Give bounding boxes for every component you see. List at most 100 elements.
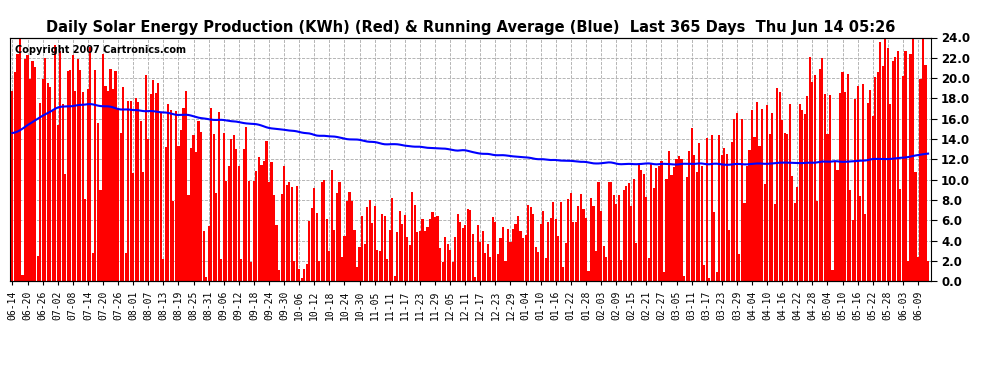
Bar bbox=[905, 51, 907, 281]
Bar bbox=[44, 58, 47, 281]
Bar bbox=[92, 253, 94, 281]
Bar bbox=[915, 172, 917, 281]
Bar bbox=[329, 252, 331, 281]
Bar bbox=[285, 185, 288, 281]
Bar bbox=[159, 113, 162, 281]
Bar bbox=[763, 184, 765, 281]
Bar bbox=[869, 90, 871, 281]
Bar bbox=[346, 201, 348, 281]
Bar bbox=[190, 148, 192, 281]
Bar bbox=[575, 222, 577, 281]
Bar bbox=[572, 222, 574, 281]
Bar bbox=[442, 262, 444, 281]
Bar bbox=[522, 238, 524, 281]
Bar bbox=[657, 166, 660, 281]
Bar bbox=[680, 159, 683, 281]
Bar bbox=[494, 222, 496, 281]
Bar bbox=[708, 278, 710, 281]
Bar bbox=[246, 127, 248, 281]
Bar bbox=[164, 147, 167, 281]
Bar bbox=[625, 186, 628, 281]
Bar bbox=[456, 214, 458, 281]
Bar bbox=[306, 264, 308, 281]
Bar bbox=[61, 104, 63, 281]
Bar bbox=[532, 214, 535, 281]
Bar bbox=[459, 222, 461, 281]
Bar bbox=[396, 232, 398, 281]
Bar bbox=[530, 207, 532, 281]
Bar bbox=[172, 201, 174, 281]
Bar bbox=[17, 54, 19, 281]
Bar bbox=[507, 229, 509, 281]
Bar bbox=[278, 270, 280, 281]
Bar bbox=[466, 209, 469, 281]
Bar bbox=[554, 219, 556, 281]
Bar bbox=[471, 234, 474, 281]
Bar bbox=[283, 166, 285, 281]
Bar bbox=[34, 67, 36, 281]
Bar bbox=[683, 276, 685, 281]
Bar bbox=[102, 54, 104, 281]
Bar bbox=[152, 80, 154, 281]
Bar bbox=[192, 135, 195, 281]
Bar bbox=[540, 224, 542, 281]
Bar bbox=[631, 206, 633, 281]
Bar bbox=[298, 269, 300, 281]
Bar bbox=[391, 198, 393, 281]
Bar bbox=[489, 257, 491, 281]
Bar bbox=[138, 102, 140, 281]
Title: Daily Solar Energy Production (KWh) (Red) & Running Average (Blue)  Last 365 Day: Daily Solar Energy Production (KWh) (Red… bbox=[46, 20, 895, 35]
Bar bbox=[484, 253, 486, 281]
Bar bbox=[706, 138, 708, 281]
Bar bbox=[832, 270, 834, 281]
Bar bbox=[200, 132, 202, 281]
Bar bbox=[218, 112, 220, 281]
Bar bbox=[427, 227, 429, 281]
Bar bbox=[603, 246, 605, 281]
Bar bbox=[549, 218, 551, 281]
Bar bbox=[313, 188, 316, 281]
Bar bbox=[361, 216, 363, 281]
Bar bbox=[228, 166, 230, 281]
Bar bbox=[437, 216, 439, 281]
Bar bbox=[559, 202, 562, 281]
Bar bbox=[479, 242, 481, 281]
Bar bbox=[363, 244, 365, 281]
Bar bbox=[859, 196, 861, 281]
Bar bbox=[902, 76, 904, 281]
Bar bbox=[449, 250, 451, 281]
Bar bbox=[512, 229, 514, 281]
Bar bbox=[874, 77, 876, 281]
Bar bbox=[341, 257, 343, 281]
Bar bbox=[14, 72, 16, 281]
Bar bbox=[766, 105, 768, 281]
Bar bbox=[140, 121, 142, 281]
Bar bbox=[56, 125, 58, 281]
Bar bbox=[404, 215, 406, 281]
Bar bbox=[177, 146, 179, 281]
Bar bbox=[598, 182, 600, 281]
Bar bbox=[794, 203, 796, 281]
Bar bbox=[729, 230, 731, 281]
Bar bbox=[461, 228, 463, 281]
Bar bbox=[243, 149, 245, 281]
Bar bbox=[366, 207, 368, 281]
Bar bbox=[517, 216, 519, 281]
Bar bbox=[308, 221, 310, 281]
Bar bbox=[771, 113, 773, 281]
Bar bbox=[718, 135, 721, 281]
Bar bbox=[920, 79, 922, 281]
Bar bbox=[263, 161, 265, 281]
Bar bbox=[837, 170, 839, 281]
Bar bbox=[557, 236, 559, 281]
Bar bbox=[917, 256, 919, 281]
Bar bbox=[71, 55, 74, 281]
Bar bbox=[318, 261, 321, 281]
Bar bbox=[834, 162, 837, 281]
Bar bbox=[688, 151, 690, 281]
Bar bbox=[316, 213, 318, 281]
Bar bbox=[373, 206, 376, 281]
Bar bbox=[721, 154, 723, 281]
Bar bbox=[773, 204, 776, 281]
Bar bbox=[162, 259, 164, 281]
